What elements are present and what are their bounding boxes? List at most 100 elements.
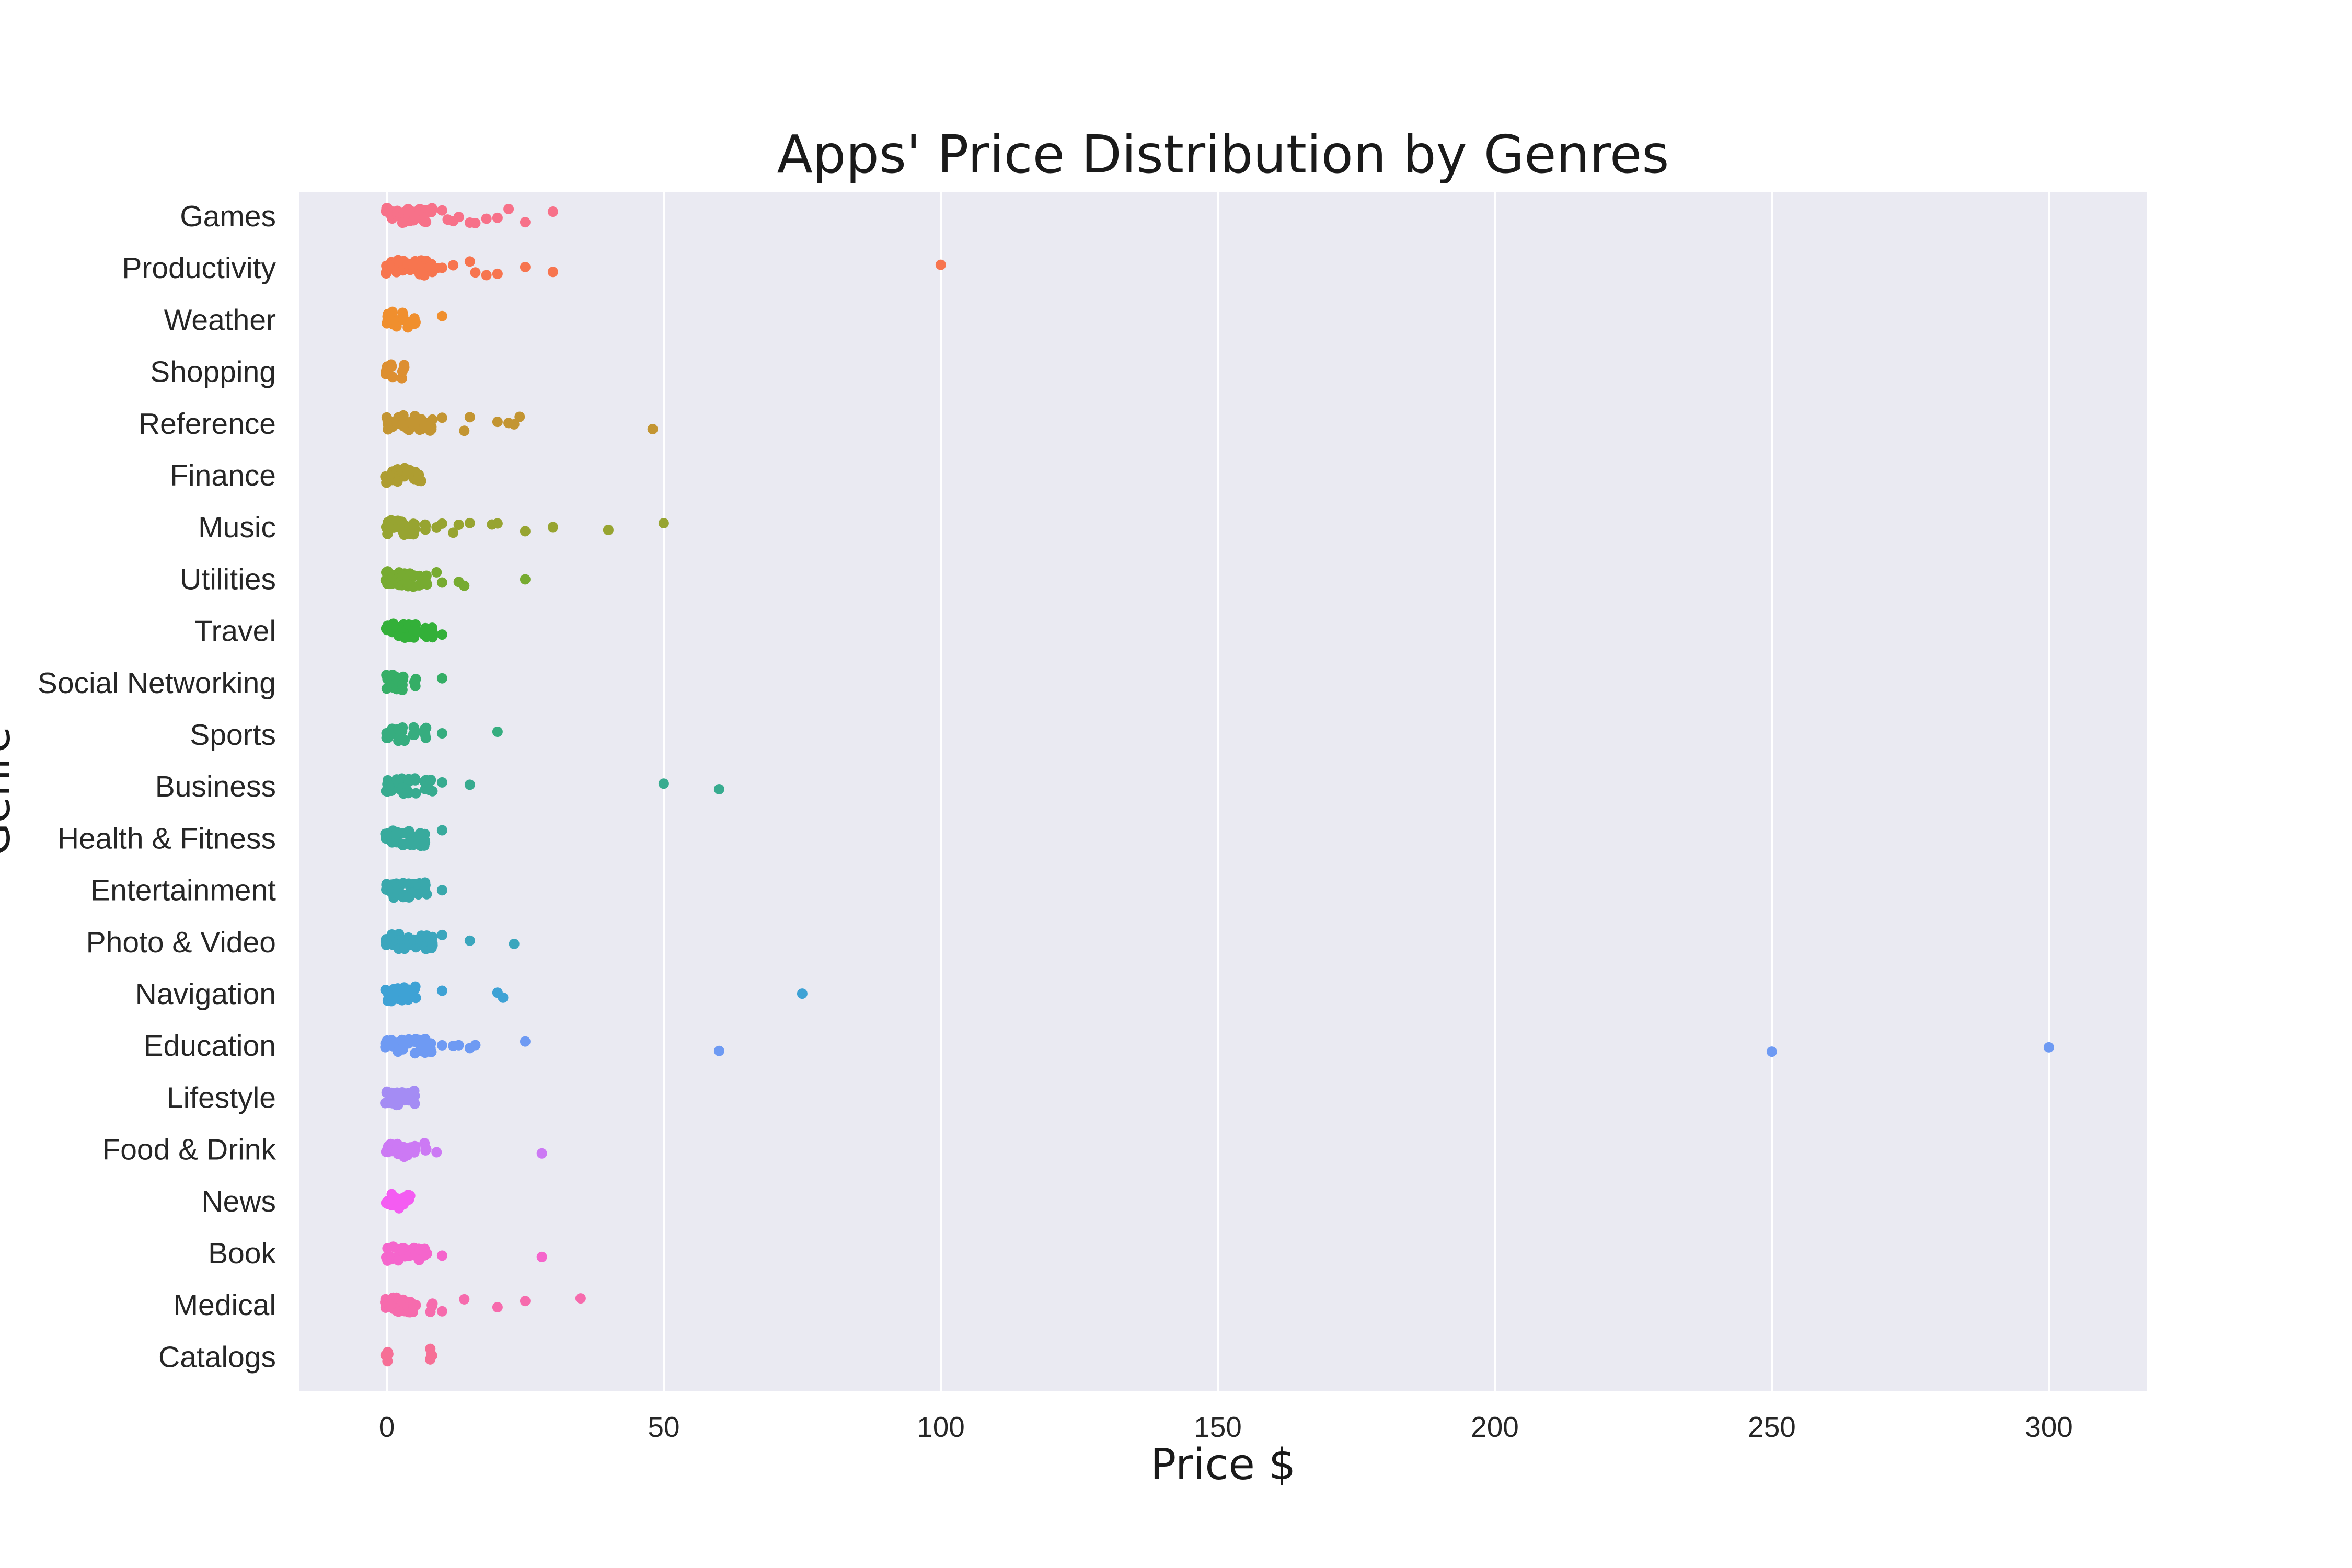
point-music: [658, 518, 669, 529]
x-gridlines: [386, 192, 2050, 1391]
y-tick-label-news: News: [201, 1185, 276, 1218]
point-games: [453, 212, 464, 223]
point-health-fitness: [402, 827, 413, 838]
y-tick-label-productivity: Productivity: [122, 251, 276, 285]
point-education: [425, 1038, 436, 1049]
point-photo-video: [464, 935, 475, 946]
point-sports: [397, 722, 408, 733]
point-catalogs: [382, 1346, 393, 1357]
point-navigation: [797, 988, 808, 999]
series-news: [381, 1189, 416, 1214]
point-utilities: [436, 577, 447, 588]
point-utilities: [420, 575, 431, 586]
point-education: [1766, 1046, 1777, 1057]
point-productivity: [470, 267, 481, 278]
series-photo-video: [380, 929, 520, 954]
y-tick-label-lifestyle: Lifestyle: [167, 1081, 276, 1114]
point-reference: [398, 410, 409, 421]
y-tick-label-education: Education: [143, 1029, 276, 1063]
point-social-networking: [409, 676, 420, 687]
point-games: [503, 203, 514, 214]
y-tick-label-music: Music: [198, 511, 276, 544]
point-finance: [413, 475, 424, 486]
series-productivity: [381, 255, 946, 281]
point-sports: [408, 722, 419, 733]
point-games: [492, 212, 503, 223]
point-navigation: [436, 985, 447, 996]
y-tick-label-reference: Reference: [139, 407, 276, 441]
point-reference: [436, 412, 447, 423]
point-utilities: [459, 580, 470, 591]
point-productivity: [547, 267, 558, 278]
series-music: [381, 515, 669, 540]
point-reference: [464, 412, 475, 423]
point-entertainment: [420, 880, 431, 891]
series-social-networking: [381, 670, 447, 696]
point-games: [421, 216, 432, 227]
point-news: [405, 1190, 416, 1201]
point-photo-video: [509, 938, 520, 949]
point-education: [713, 1045, 724, 1056]
point-weather: [436, 310, 447, 321]
series-shopping: [381, 359, 410, 384]
point-lifestyle: [409, 1098, 420, 1109]
point-book: [436, 1250, 447, 1261]
point-music: [409, 519, 420, 530]
series-lifestyle: [380, 1086, 420, 1111]
point-sports: [399, 735, 410, 746]
x-tick-labels: 0 50 100 150 200 250 300: [379, 1411, 2073, 1443]
point-education: [2043, 1042, 2054, 1053]
point-food-drink: [536, 1148, 547, 1159]
point-business: [410, 788, 421, 799]
point-social-networking: [398, 671, 409, 682]
point-education: [436, 1040, 447, 1051]
point-sports: [409, 730, 420, 741]
point-business: [408, 774, 419, 785]
point-productivity: [464, 256, 475, 267]
point-photo-video: [427, 940, 438, 951]
y-tick-label-catalogs: Catalogs: [158, 1340, 276, 1374]
y-tick-label-social-networking: Social Networking: [38, 666, 276, 700]
series-navigation: [380, 981, 808, 1007]
series-entertainment: [381, 877, 447, 903]
point-utilities: [431, 567, 442, 578]
point-weather: [410, 317, 421, 328]
point-catalogs: [382, 1356, 393, 1367]
series-reference: [381, 410, 658, 436]
point-music: [547, 522, 558, 533]
x-tick-label-100: 100: [917, 1411, 965, 1443]
point-food-drink: [419, 1138, 430, 1149]
y-tick-label-navigation: Navigation: [135, 977, 276, 1011]
y-tick-label-finance: Finance: [170, 459, 276, 492]
point-productivity: [935, 259, 946, 270]
point-catalogs: [425, 1343, 436, 1354]
series-travel: [381, 618, 447, 643]
point-education: [426, 1046, 437, 1057]
y-tick-label-book: Book: [208, 1237, 276, 1270]
series-finance: [380, 463, 426, 488]
point-music: [453, 520, 464, 531]
point-music: [464, 517, 475, 528]
point-music: [382, 528, 393, 539]
point-productivity: [419, 270, 430, 281]
point-education: [520, 1036, 531, 1047]
point-social-networking: [397, 679, 408, 690]
point-business: [403, 788, 414, 799]
point-food-drink: [431, 1147, 442, 1158]
point-sports: [420, 732, 431, 743]
point-music: [420, 524, 431, 535]
point-medical: [520, 1296, 531, 1307]
point-sports: [492, 726, 503, 737]
point-medical: [436, 1306, 447, 1317]
point-productivity: [448, 260, 459, 271]
point-lifestyle: [409, 1090, 420, 1101]
point-education: [453, 1040, 464, 1051]
y-tick-label-medical: Medical: [174, 1288, 276, 1322]
series-weather: [382, 306, 447, 333]
point-games: [426, 206, 437, 217]
series-utilities: [380, 566, 531, 592]
point-medical: [575, 1293, 586, 1304]
point-reference: [427, 414, 438, 425]
x-tick-label-150: 150: [1194, 1411, 1242, 1443]
